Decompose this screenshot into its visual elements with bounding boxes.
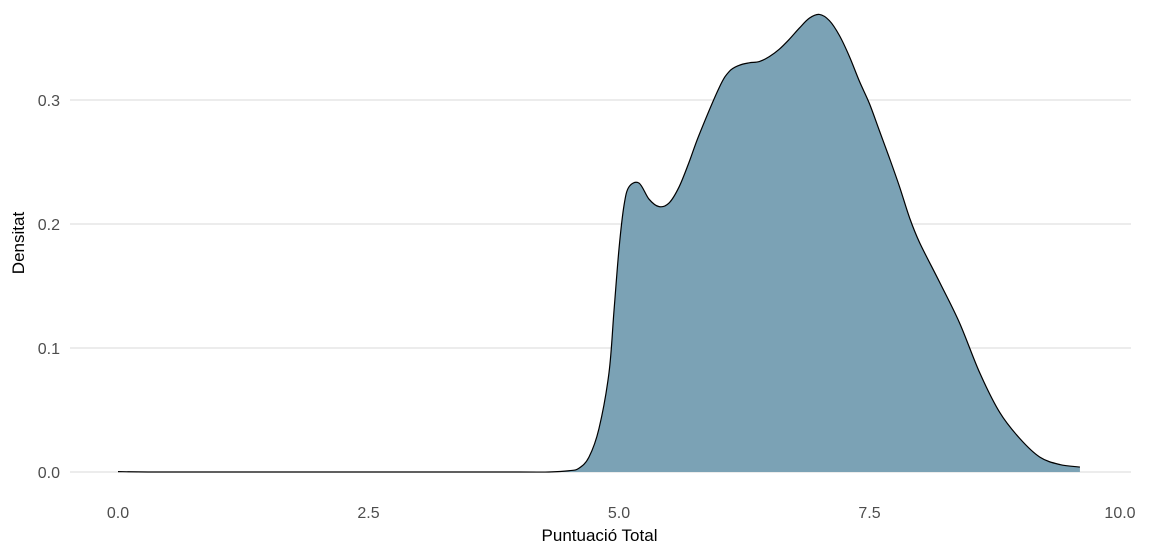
y-tick-label: 0.1: [38, 341, 60, 358]
x-tick-label: 10.0: [1104, 505, 1135, 522]
x-tick-label: 0.0: [107, 505, 129, 522]
density-line: [117, 13, 1080, 473]
y-axis-ticks: 0.0 0.1 0.2 0.3: [38, 93, 60, 482]
y-tick-label: 0.3: [38, 93, 60, 110]
x-tick-label: 5.0: [608, 505, 630, 522]
y-axis-title: Densitat: [9, 212, 28, 275]
y-tick-label: 0.2: [38, 217, 60, 234]
x-tick-label: 7.5: [858, 505, 880, 522]
y-tick-label: 0.0: [38, 465, 60, 482]
density-area: [118, 14, 1080, 473]
x-axis-title: Puntuació Total: [542, 526, 658, 545]
plot-area: [117, 13, 1080, 473]
x-axis-ticks: 0.0 2.5 5.0 7.5 10.0: [107, 505, 1136, 522]
x-tick-label: 2.5: [357, 505, 379, 522]
